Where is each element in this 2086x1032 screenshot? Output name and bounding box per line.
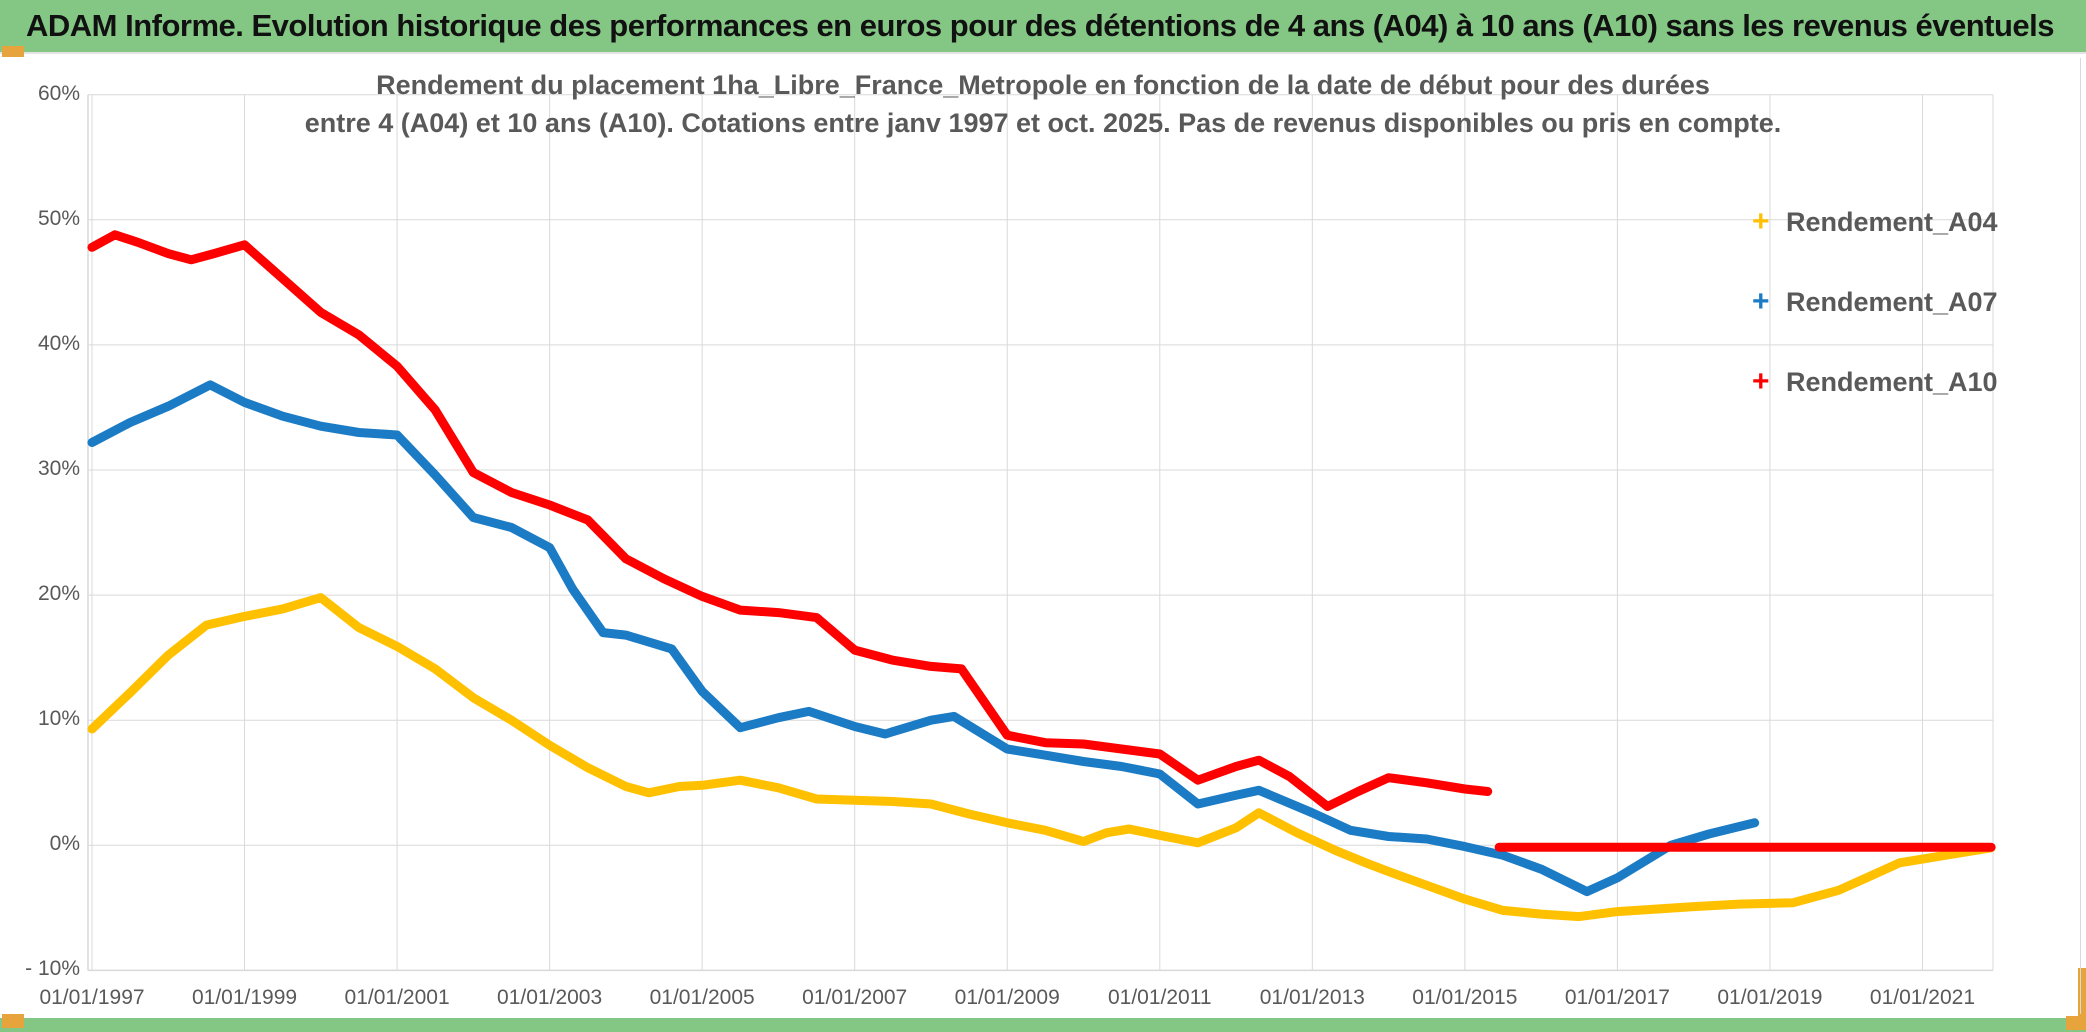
chart-right-border [2080, 58, 2081, 1014]
y-tick-label--10: - 10% [25, 957, 80, 981]
legend-item-Rendement_A10[interactable]: + Rendement_A10 [1752, 358, 2052, 406]
x-tick-label-2001: 01/01/2001 [344, 986, 450, 1009]
x-tick-label-1997: 01/01/1997 [39, 986, 145, 1009]
x-tick-label-2007: 01/01/2007 [802, 986, 908, 1009]
chart-title-line1: Rendement du placement 1ha_Libre_France_… [376, 70, 1710, 100]
legend-plus-marker-icon: + [1752, 365, 1770, 398]
series-Rendement_A07 [87, 380, 1760, 897]
x-tick-label-2019: 01/01/2019 [1717, 986, 1823, 1009]
x-tick-label-2021: 01/01/2021 [1869, 986, 1976, 1009]
y-tick-label-10: 10% [37, 707, 80, 731]
y-tick-label-0: 0% [49, 832, 80, 856]
x-tick-label-2003: 01/01/2003 [497, 986, 603, 1009]
header-title: ADAM Informe. Evolution historique des p… [26, 8, 2055, 43]
y-tick-label-30: 30% [37, 457, 80, 480]
legend-plus-marker-icon: + [1752, 205, 1770, 238]
y-tick-label-50: 50% [37, 206, 80, 230]
y-tick-label-60: 60% [37, 81, 80, 105]
legend-label: Rendement_A07 [1786, 286, 1998, 317]
chart-title: Rendement du placement 1ha_Libre_France_… [293, 66, 1793, 142]
series-Rendement_A04 [87, 593, 1996, 922]
y-tick-label-40: 40% [37, 331, 80, 355]
chart-title-line2: entre 4 (A04) et 10 ans (A10). Cotations… [304, 108, 1782, 138]
legend-item-Rendement_A04[interactable]: + Rendement_A04 [1752, 198, 2052, 246]
x-tick-label-2013: 01/01/2013 [1259, 986, 1365, 1009]
x-tick-label-2011: 01/01/2011 [1107, 986, 1212, 1009]
selection-handle-bottom-left[interactable] [2, 1014, 24, 1028]
legend-item-Rendement_A07[interactable]: + Rendement_A07 [1752, 278, 2052, 326]
legend-label: Rendement_A10 [1786, 366, 1998, 397]
legend-plus-marker-icon: + [1752, 285, 1770, 318]
y-tick-label-20: 20% [37, 582, 80, 606]
x-tick-label-2017: 01/01/2017 [1564, 986, 1670, 1009]
x-tick-label-2009: 01/01/2009 [954, 986, 1060, 1009]
x-tick-label-1999: 01/01/1999 [191, 986, 298, 1009]
x-tick-label-2015: 01/01/2015 [1412, 986, 1518, 1009]
selection-handle-top-left[interactable] [2, 46, 24, 57]
footer-strip [0, 1018, 2086, 1032]
header-banner: ADAM Informe. Evolution historique des p… [0, 0, 2086, 54]
series-Rendement_A10 [87, 230, 1493, 811]
selection-handle-right-edge[interactable] [2078, 968, 2086, 1016]
x-tick-label-2005: 01/01/2005 [649, 986, 755, 1009]
selection-handle-bottom-right[interactable] [2066, 1016, 2086, 1030]
legend-label: Rendement_A04 [1786, 206, 1998, 237]
chart-legend: + Rendement_A04 + Rendement_A07 + Rendement_A… [1752, 198, 2052, 438]
